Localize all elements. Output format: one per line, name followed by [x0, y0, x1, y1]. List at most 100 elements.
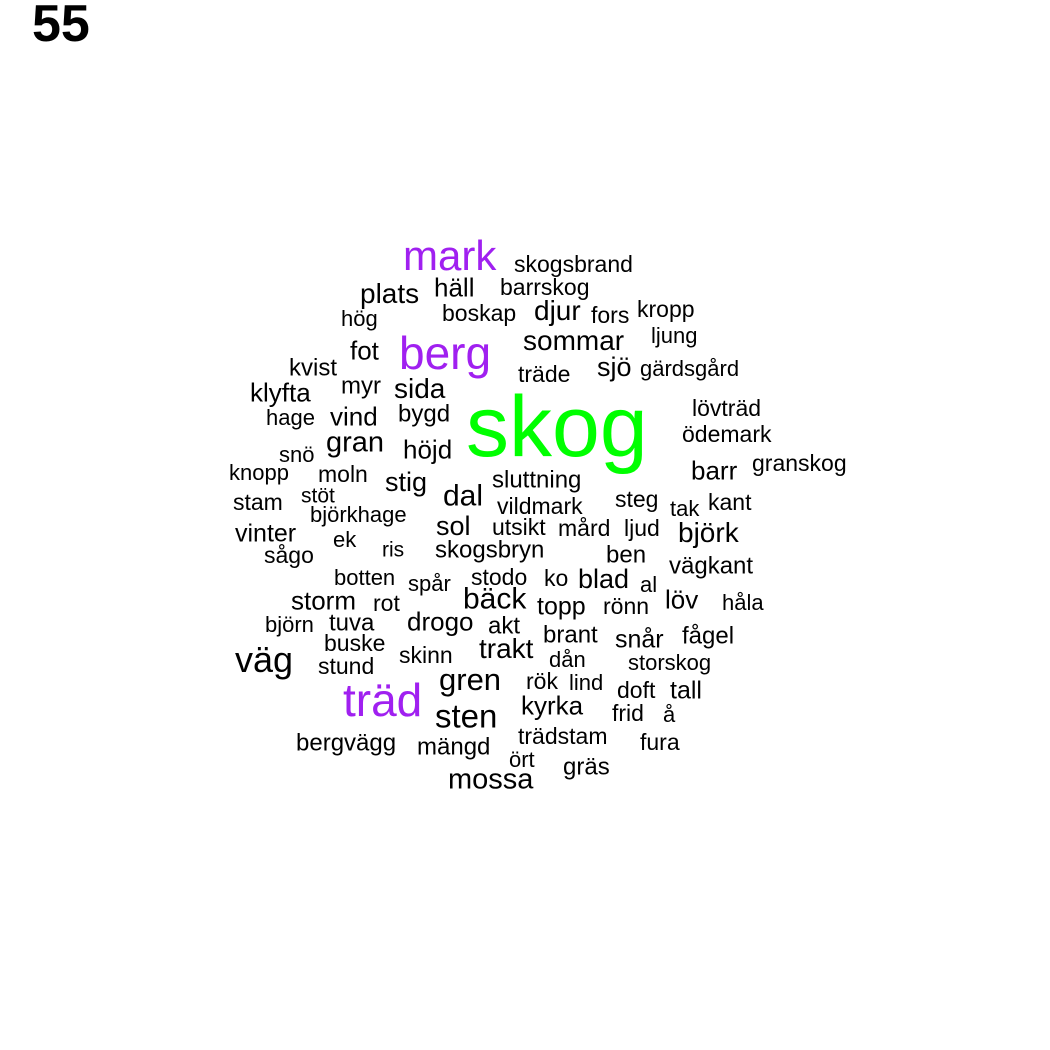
word: rönn [603, 593, 650, 620]
word: tuva [329, 609, 375, 637]
word: bygd [398, 400, 451, 428]
word: sten [435, 697, 498, 735]
word: rök [526, 668, 558, 695]
word: bäck [463, 582, 527, 616]
word: blad [578, 563, 630, 594]
word: utsikt [492, 514, 546, 541]
word: stig [385, 466, 428, 497]
word: gräs [563, 753, 610, 781]
word: träde [518, 361, 571, 388]
word: dån [549, 646, 586, 672]
word: gren [439, 661, 502, 697]
word: skogsbrand [514, 251, 633, 278]
word: barr [691, 455, 738, 486]
word: brant [543, 621, 598, 649]
word: bergvägg [296, 729, 397, 757]
word: frid [612, 700, 644, 727]
word: gärdsgård [640, 355, 740, 381]
word: ljung [651, 322, 698, 348]
word: stöt [301, 484, 335, 508]
word: mossa [448, 763, 534, 796]
word: sol [436, 510, 471, 541]
word: snö [279, 441, 315, 467]
word: björn [265, 611, 314, 637]
word: kropp [637, 296, 695, 323]
word: ljud [624, 515, 660, 542]
word: fors [591, 302, 630, 329]
word: björkhage [310, 501, 407, 527]
word: al [640, 571, 658, 597]
word: ört [509, 746, 535, 772]
word: lind [569, 669, 604, 695]
word: djur [534, 295, 581, 327]
word: kant [708, 489, 752, 516]
word: drogo [407, 606, 474, 637]
word: skogsbryn [435, 536, 545, 564]
word: häll [434, 272, 475, 303]
word: vildmark [497, 493, 583, 520]
word: fot [350, 335, 379, 366]
word-trad: träd [343, 674, 423, 727]
word: storm [291, 585, 356, 616]
word: ko [544, 565, 569, 592]
word: trakt [479, 633, 534, 665]
word-mark: mark [403, 232, 497, 280]
word: topp [537, 592, 586, 621]
word: akt [488, 612, 521, 640]
word: sommar [523, 325, 625, 357]
word: gran [326, 426, 385, 459]
word: kvist [289, 354, 337, 382]
word: ben [606, 541, 647, 569]
word: stund [318, 653, 375, 680]
word: dal [443, 479, 484, 513]
word: botten [334, 564, 396, 590]
word: kyrka [521, 690, 584, 721]
word: väg [235, 638, 294, 680]
word-skog: skog [466, 378, 648, 475]
word: sida [394, 373, 446, 405]
word: lövträd [692, 395, 762, 422]
word: ris [382, 538, 405, 562]
word: vägkant [669, 552, 754, 580]
word: stam [233, 489, 283, 516]
word: stodo [471, 564, 528, 591]
panel-number: 55 [32, 0, 90, 53]
word: tak [670, 495, 700, 521]
word: granskog [752, 450, 847, 477]
word: björk [678, 517, 739, 549]
word: höjd [403, 434, 453, 465]
word: knopp [229, 459, 289, 485]
word: plats [360, 278, 420, 310]
word: fågel [682, 622, 735, 650]
word: moln [318, 461, 368, 488]
word: sågo [264, 542, 314, 569]
word: storskog [628, 649, 712, 675]
word: hög [341, 305, 378, 331]
word: barrskog [500, 274, 590, 301]
word: klyfta [250, 377, 311, 408]
word: doft [617, 677, 656, 704]
word: ek [333, 526, 357, 552]
word: skinn [399, 642, 453, 669]
word: håla [722, 589, 764, 615]
word: sluttning [492, 466, 582, 494]
word: boskap [442, 300, 517, 327]
word: fura [640, 729, 680, 756]
word: trädstam [518, 723, 608, 750]
word: myr [341, 372, 381, 400]
word: mård [558, 515, 611, 542]
word: sjö [597, 351, 632, 382]
word: spår [408, 570, 451, 596]
word: mängd [417, 733, 491, 761]
word: buske [324, 630, 386, 657]
word: tall [670, 676, 702, 705]
word: steg [615, 486, 659, 513]
word-berg: berg [399, 327, 492, 380]
word: å [663, 701, 676, 727]
word: ödemark [682, 421, 772, 448]
word: vind [330, 401, 378, 432]
word: löv [665, 584, 699, 615]
word: rot [373, 590, 400, 617]
word: vinter [235, 519, 297, 548]
